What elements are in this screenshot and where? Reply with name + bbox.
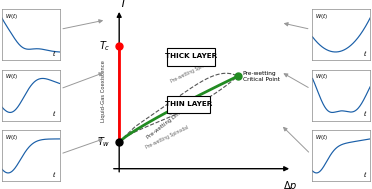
Text: $\ell$: $\ell$	[52, 170, 57, 179]
Text: Pre-wetting Spinodal: Pre-wetting Spinodal	[145, 125, 189, 150]
Text: $T$: $T$	[119, 0, 128, 9]
Text: $\Delta p$: $\Delta p$	[283, 179, 298, 189]
Text: $W(\ell)$: $W(\ell)$	[5, 12, 18, 21]
Text: Pre-wetting Spinodal: Pre-wetting Spinodal	[170, 59, 214, 84]
Text: $\ell$: $\ell$	[52, 49, 57, 58]
Text: THIN LAYER: THIN LAYER	[165, 101, 212, 107]
Text: Liquid-Gas Coexistence: Liquid-Gas Coexistence	[101, 60, 106, 122]
Text: $\ell$: $\ell$	[363, 170, 367, 179]
Text: Pre-wetting
Critical Point: Pre-wetting Critical Point	[243, 71, 279, 82]
FancyBboxPatch shape	[167, 96, 210, 114]
Text: THICK LAYER: THICK LAYER	[165, 53, 217, 59]
FancyBboxPatch shape	[167, 48, 215, 66]
Text: $W(\ell)$: $W(\ell)$	[315, 12, 328, 21]
Text: $W(\ell)$: $W(\ell)$	[5, 73, 18, 81]
Text: $\ell$: $\ell$	[363, 49, 367, 58]
Text: $W(\ell)$: $W(\ell)$	[5, 133, 18, 142]
Text: $W(\ell)$: $W(\ell)$	[315, 133, 328, 142]
Text: $T_w$: $T_w$	[97, 135, 111, 149]
Text: Pre-wetting Line: Pre-wetting Line	[146, 109, 183, 140]
Text: $\ell$: $\ell$	[52, 109, 57, 118]
Text: $W(\ell)$: $W(\ell)$	[315, 73, 328, 81]
Text: $\ell$: $\ell$	[363, 109, 367, 118]
Text: $T_c$: $T_c$	[99, 40, 111, 53]
